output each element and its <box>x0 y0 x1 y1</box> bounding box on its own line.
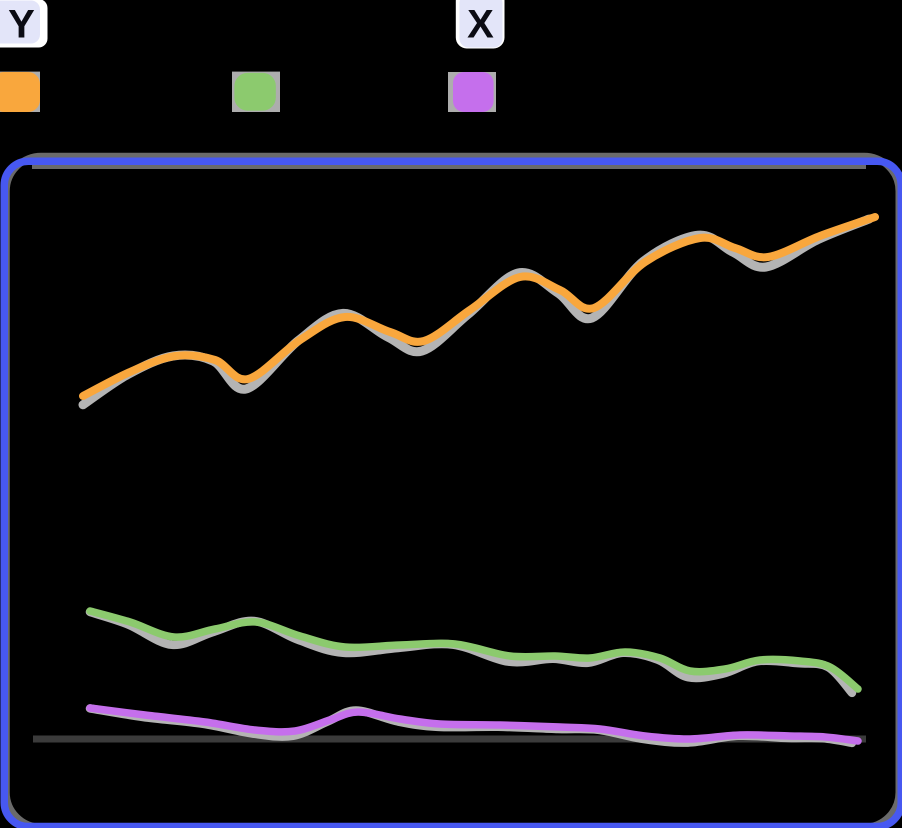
svg-text:X: X <box>467 2 494 46</box>
svg-text:Y: Y <box>8 3 35 47</box>
